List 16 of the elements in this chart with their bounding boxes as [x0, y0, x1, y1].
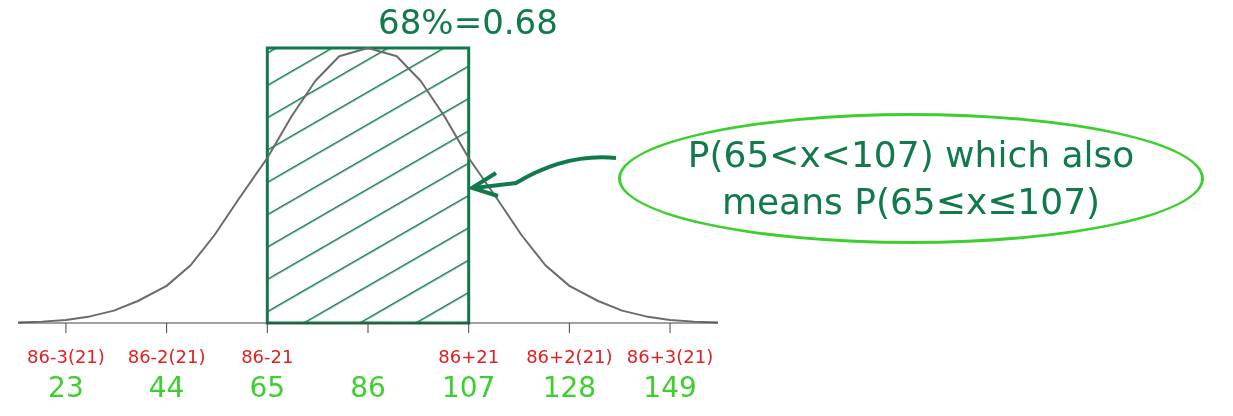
band-label: 68%=0.68 — [378, 2, 558, 43]
text: 86-21 — [241, 346, 294, 367]
text: 86-3(21) — [27, 346, 105, 367]
x-tick-label: 149 — [643, 371, 697, 404]
ellipse-outline: P(65<x<107) which also means P(65≤x≤107) — [618, 113, 1204, 244]
annotation: P(65<x<107) which also means P(65≤x≤107) — [686, 132, 1136, 224]
text: 86+3(21) — [626, 346, 714, 367]
text: 86+21 — [438, 346, 500, 367]
text: 86+2(21) — [526, 346, 613, 367]
x-tick-label: 128 — [542, 371, 597, 404]
x-tick-label: 44 — [148, 371, 185, 404]
text: 86-2(21) — [127, 346, 206, 367]
x-tick-label: 86 — [350, 371, 386, 404]
x-tick-label: 65 — [249, 371, 286, 404]
x-tick-label: 23 — [48, 371, 84, 404]
x-tick-label: 107 — [441, 371, 496, 404]
